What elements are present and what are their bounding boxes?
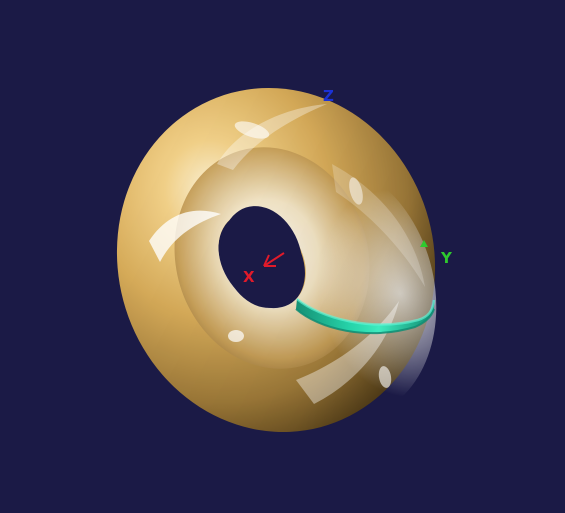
y-axis-label: Y bbox=[440, 249, 453, 267]
x-axis-line bbox=[263, 252, 285, 267]
axis-triad: X Y Z bbox=[243, 87, 453, 286]
z-axis-label: Z bbox=[323, 87, 334, 105]
x-axis-arrow-icon bbox=[263, 254, 276, 267]
x-axis-label: X bbox=[243, 268, 255, 286]
y-axis-arrow-icon bbox=[420, 240, 428, 247]
torus-body[interactable] bbox=[79, 52, 474, 468]
highlight-ring[interactable] bbox=[295, 298, 436, 334]
